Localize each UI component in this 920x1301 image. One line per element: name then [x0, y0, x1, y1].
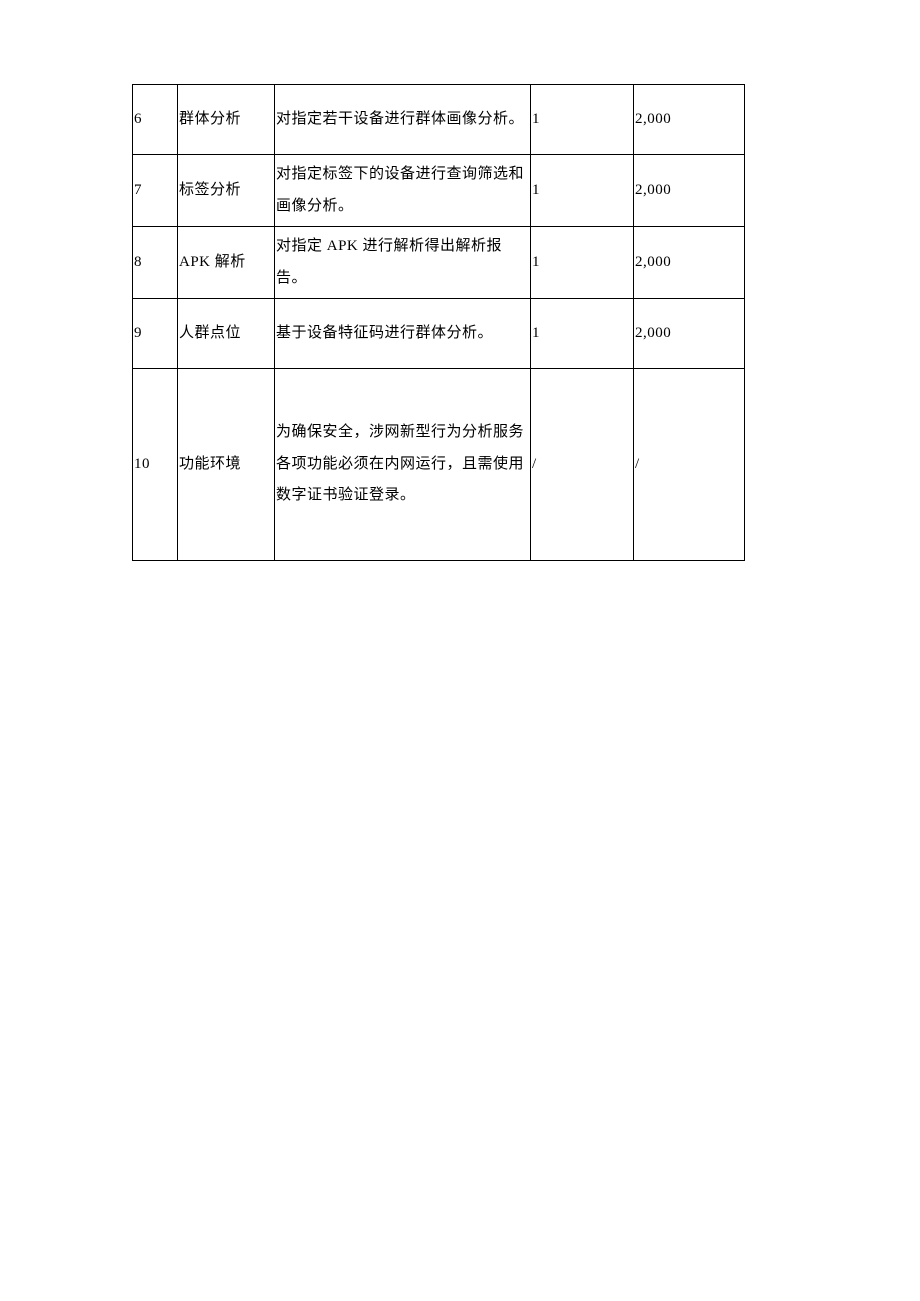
- cell-price: 2,000: [634, 247, 744, 279]
- cell-name: 人群点位: [178, 318, 274, 350]
- cell-qty: /: [531, 449, 633, 481]
- cell-qty: 1: [531, 104, 633, 136]
- cell-price: 2,000: [634, 175, 744, 207]
- cell-name: 群体分析: [178, 104, 274, 136]
- cell-desc: 基于设备特征码进行群体分析。: [275, 314, 530, 354]
- cell-desc: 对指定标签下的设备进行查询筛选和画像分析。: [275, 155, 530, 226]
- table-row: 10 功能环境 为确保安全，涉网新型行为分析服务各项功能必须在内网运行，且需使用…: [133, 369, 745, 561]
- cell-name: 标签分析: [178, 175, 274, 207]
- cell-name: APK 解析: [178, 247, 274, 279]
- cell-no: 7: [133, 175, 177, 207]
- cell-name: 功能环境: [178, 449, 274, 481]
- cell-desc: 对指定若干设备进行群体画像分析。: [275, 100, 530, 140]
- cell-price: 2,000: [634, 318, 744, 350]
- cell-qty: 1: [531, 247, 633, 279]
- table-row: 8 APK 解析 对指定 APK 进行解析得出解析报告。 1 2,000: [133, 227, 745, 299]
- table-row: 6 群体分析 对指定若干设备进行群体画像分析。 1 2,000: [133, 85, 745, 155]
- cell-desc: 为确保安全，涉网新型行为分析服务各项功能必须在内网运行，且需使用数字证书验证登录…: [275, 413, 530, 516]
- cell-price: /: [634, 449, 744, 481]
- cell-no: 8: [133, 247, 177, 279]
- document-page: 6 群体分析 对指定若干设备进行群体画像分析。 1 2,000 7 标签分析 对…: [0, 0, 920, 1301]
- cell-no: 10: [133, 449, 177, 481]
- spec-table: 6 群体分析 对指定若干设备进行群体画像分析。 1 2,000 7 标签分析 对…: [132, 84, 745, 561]
- cell-desc: 对指定 APK 进行解析得出解析报告。: [275, 227, 530, 298]
- cell-no: 9: [133, 318, 177, 350]
- cell-qty: 1: [531, 318, 633, 350]
- table-row: 9 人群点位 基于设备特征码进行群体分析。 1 2,000: [133, 299, 745, 369]
- cell-no: 6: [133, 104, 177, 136]
- cell-price: 2,000: [634, 104, 744, 136]
- table-row: 7 标签分析 对指定标签下的设备进行查询筛选和画像分析。 1 2,000: [133, 155, 745, 227]
- cell-qty: 1: [531, 175, 633, 207]
